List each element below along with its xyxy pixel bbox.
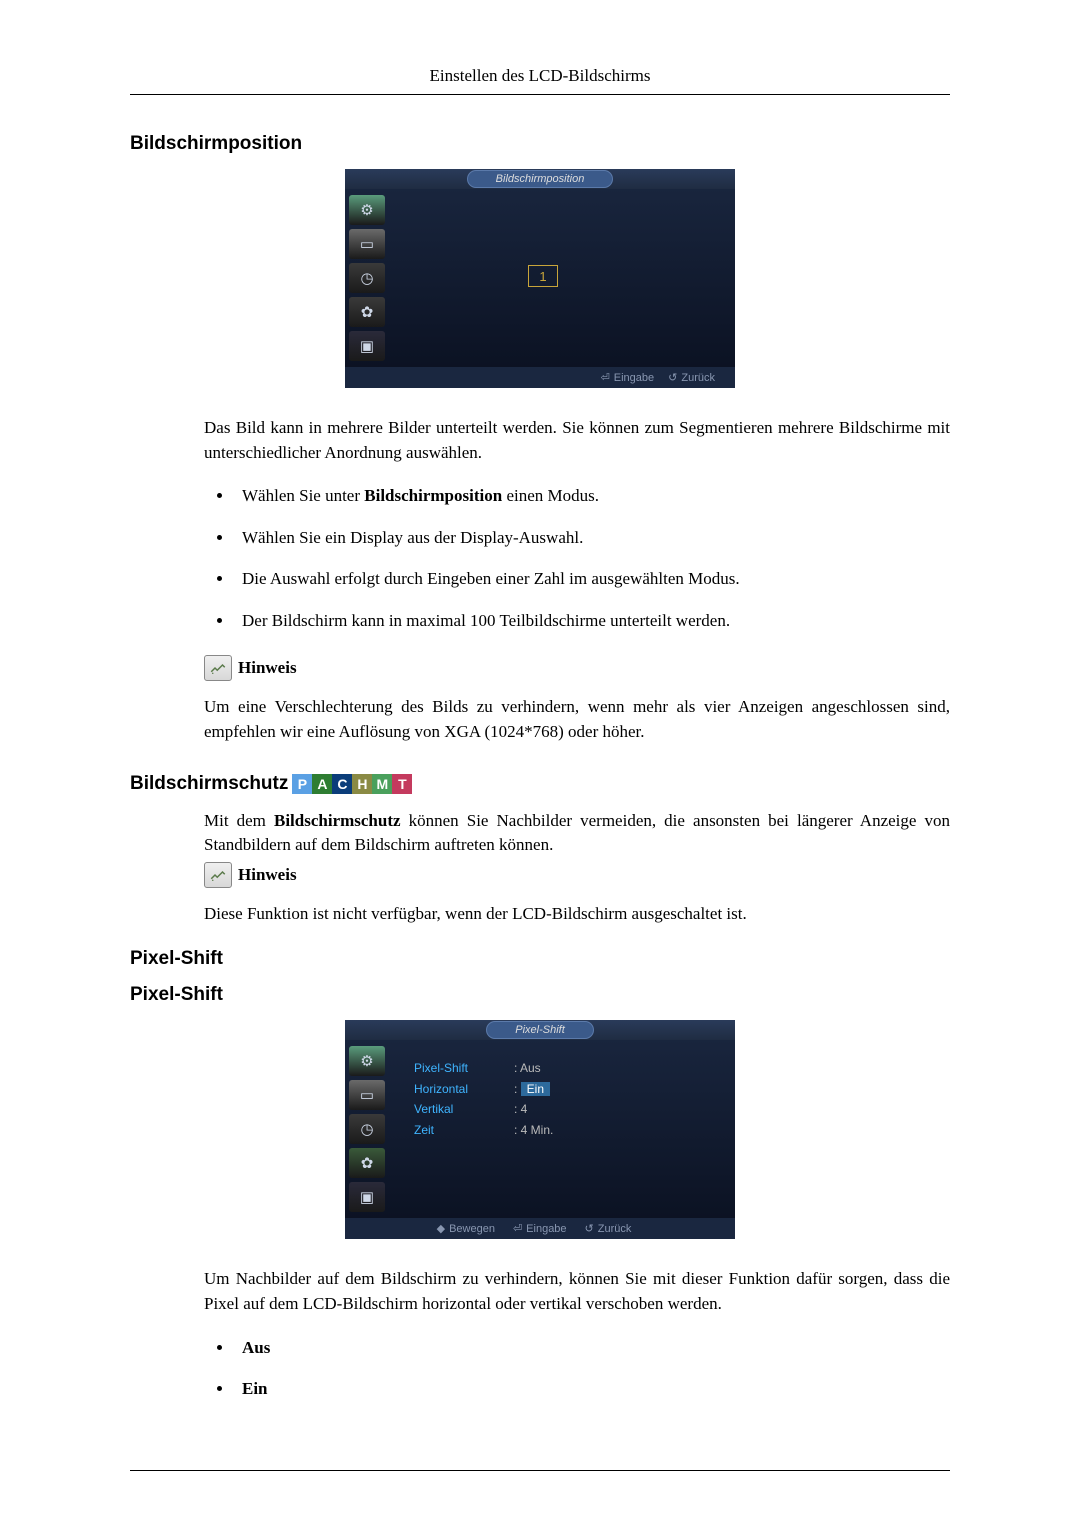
- note-icon: [204, 655, 232, 681]
- page-footer-rule: [130, 1470, 950, 1471]
- list-item: Ein: [234, 1376, 950, 1402]
- osd-body: ⚙ ▭ ◷ ✿ ▣ 1: [345, 189, 735, 367]
- note-icon: [204, 862, 232, 888]
- osd-menu-row[interactable]: Horizontal: Ein: [414, 1079, 721, 1099]
- move-icon: ◆: [437, 1222, 445, 1235]
- osd-nav-icon[interactable]: ✿: [349, 1148, 385, 1178]
- list-item: Wählen Sie unter Bildschirmposition eine…: [234, 483, 950, 509]
- osd-menu-row[interactable]: Pixel-Shift: Aus: [414, 1058, 721, 1078]
- note-label-2: Hinweis: [238, 865, 297, 885]
- mode-badge-m: M: [372, 774, 392, 794]
- heading-pixel-shift-1: Pixel-Shift: [130, 948, 950, 970]
- osd-footer-back-label: Zurück: [598, 1223, 632, 1235]
- osd-menu-value: : 4: [514, 1099, 527, 1119]
- bullet-list-pixel-shift: Aus Ein: [234, 1335, 950, 1402]
- bullet-list-bildschirmposition: Wählen Sie unter Bildschirmposition eine…: [234, 483, 950, 633]
- note-body-1: Um eine Verschlechterung des Bilds zu ve…: [204, 695, 950, 744]
- list-item: Aus: [234, 1335, 950, 1361]
- osd-nav-icon[interactable]: ▣: [349, 331, 385, 361]
- para-pre: Mit dem: [204, 811, 274, 830]
- osd-footer-enter: ⏎ Eingabe: [601, 371, 655, 384]
- para-bold: Bildschirmschutz: [274, 811, 401, 830]
- osd-nav-icon[interactable]: ◷: [349, 263, 385, 293]
- osd-icon-strip: ⚙ ▭ ◷ ✿ ▣: [345, 1040, 390, 1218]
- osd-footer-back: ↺ Zurück: [585, 1222, 632, 1235]
- back-icon: ↺: [668, 371, 677, 384]
- osd-footer: ◆ Bewegen ⏎ Eingabe ↺ Zurück: [345, 1218, 735, 1239]
- osd-menu: Pixel-Shift: AusHorizontal: EinVertikal:…: [414, 1058, 721, 1140]
- osd-title: Bildschirmposition: [467, 170, 614, 188]
- mode-badge-c: C: [332, 774, 352, 794]
- mode-badge-h: H: [352, 774, 372, 794]
- para-bildschirmposition-intro: Das Bild kann in mehrere Bilder untertei…: [204, 416, 950, 465]
- mode-badge-t: T: [392, 774, 412, 794]
- heading-row-bildschirmschutz: Bildschirmschutz PACHMT: [130, 773, 950, 795]
- osd-menu-row[interactable]: Zeit: 4 Min.: [414, 1120, 721, 1140]
- osd-footer-enter: ⏎ Eingabe: [513, 1222, 567, 1235]
- note-row: Hinweis: [204, 655, 950, 681]
- osd-title-bar: Pixel-Shift: [345, 1020, 735, 1040]
- osd-footer-back: ↺ Zurück: [668, 371, 715, 384]
- osd-pixel-shift: Pixel-Shift ⚙▭◷✿▣ Pixel-Shift: AusHorizo…: [345, 1020, 735, 1239]
- osd-main: Pixel-Shift: AusHorizontal: EinVertikal:…: [390, 1040, 735, 1218]
- note-body-2: Diese Funktion ist nicht verfügbar, wenn…: [204, 902, 950, 927]
- heading-pixel-shift-2: Pixel-Shift: [130, 984, 950, 1006]
- heading-bildschirmschutz: Bildschirmschutz: [130, 773, 288, 795]
- osd-menu-row[interactable]: Vertikal: 4: [414, 1099, 721, 1119]
- list-item: Wählen Sie ein Display aus der Display-A…: [234, 525, 950, 551]
- osd-menu-label: Horizontal: [414, 1079, 514, 1099]
- osd-footer-enter-label: Eingabe: [614, 372, 654, 384]
- osd-footer-move: ◆ Bewegen: [437, 1222, 495, 1235]
- osd-menu-value: : 4 Min.: [514, 1120, 553, 1140]
- osd-title: Pixel-Shift: [486, 1021, 594, 1039]
- osd-nav-icon[interactable]: ▭: [349, 1080, 385, 1110]
- osd-menu-value: : Ein: [514, 1079, 550, 1099]
- osd-footer-back-label: Zurück: [681, 372, 715, 384]
- osd-menu-label: Vertikal: [414, 1099, 514, 1119]
- list-item: Der Bildschirm kann in maximal 100 Teilb…: [234, 608, 950, 634]
- mode-badge-a: A: [312, 774, 332, 794]
- enter-icon: ⏎: [601, 371, 610, 384]
- osd-menu-value: : Aus: [514, 1058, 541, 1078]
- osd-menu-label: Zeit: [414, 1120, 514, 1140]
- osd-nav-icon[interactable]: ▭: [349, 229, 385, 259]
- osd-menu-label: Pixel-Shift: [414, 1058, 514, 1078]
- para-pixel-shift: Um Nachbilder auf dem Bildschirm zu verh…: [204, 1267, 950, 1316]
- osd-nav-icon[interactable]: ⚙: [349, 195, 385, 225]
- osd-bildschirmposition: Bildschirmposition ⚙ ▭ ◷ ✿ ▣ 1 ⏎ Eingabe ↺ Z…: [345, 169, 735, 388]
- osd-main: 1: [390, 189, 735, 367]
- page-header: Einstellen des LCD-Bildschirms: [130, 66, 950, 95]
- back-icon: ↺: [585, 1222, 594, 1235]
- osd-nav-icon[interactable]: ▣: [349, 1182, 385, 1212]
- para-bildschirmschutz: Mit dem Bildschirmschutz können Sie Nach…: [204, 809, 950, 858]
- enter-icon: ⏎: [513, 1222, 522, 1235]
- osd-position-number: 1: [528, 265, 558, 287]
- osd-nav-icon[interactable]: ⚙: [349, 1046, 385, 1076]
- badge-strip: PACHMT: [292, 774, 412, 794]
- osd-nav-icon[interactable]: ◷: [349, 1114, 385, 1144]
- osd-footer-move-label: Bewegen: [449, 1223, 495, 1235]
- mode-badge-p: P: [292, 774, 312, 794]
- heading-bildschirmposition: Bildschirmposition: [130, 133, 950, 155]
- osd-footer-enter-label: Eingabe: [526, 1223, 566, 1235]
- note-row-2: Hinweis: [204, 862, 950, 888]
- list-item: Die Auswahl erfolgt durch Eingeben einer…: [234, 566, 950, 592]
- osd-icon-strip: ⚙ ▭ ◷ ✿ ▣: [345, 189, 390, 367]
- osd-title-bar: Bildschirmposition: [345, 169, 735, 189]
- osd-body: ⚙ ▭ ◷ ✿ ▣ Pixel-Shift: AusHorizontal: EinVer…: [345, 1040, 735, 1218]
- osd-nav-icon[interactable]: ✿: [349, 297, 385, 327]
- osd-footer: ⏎ Eingabe ↺ Zurück: [345, 367, 735, 388]
- note-label: Hinweis: [238, 658, 297, 678]
